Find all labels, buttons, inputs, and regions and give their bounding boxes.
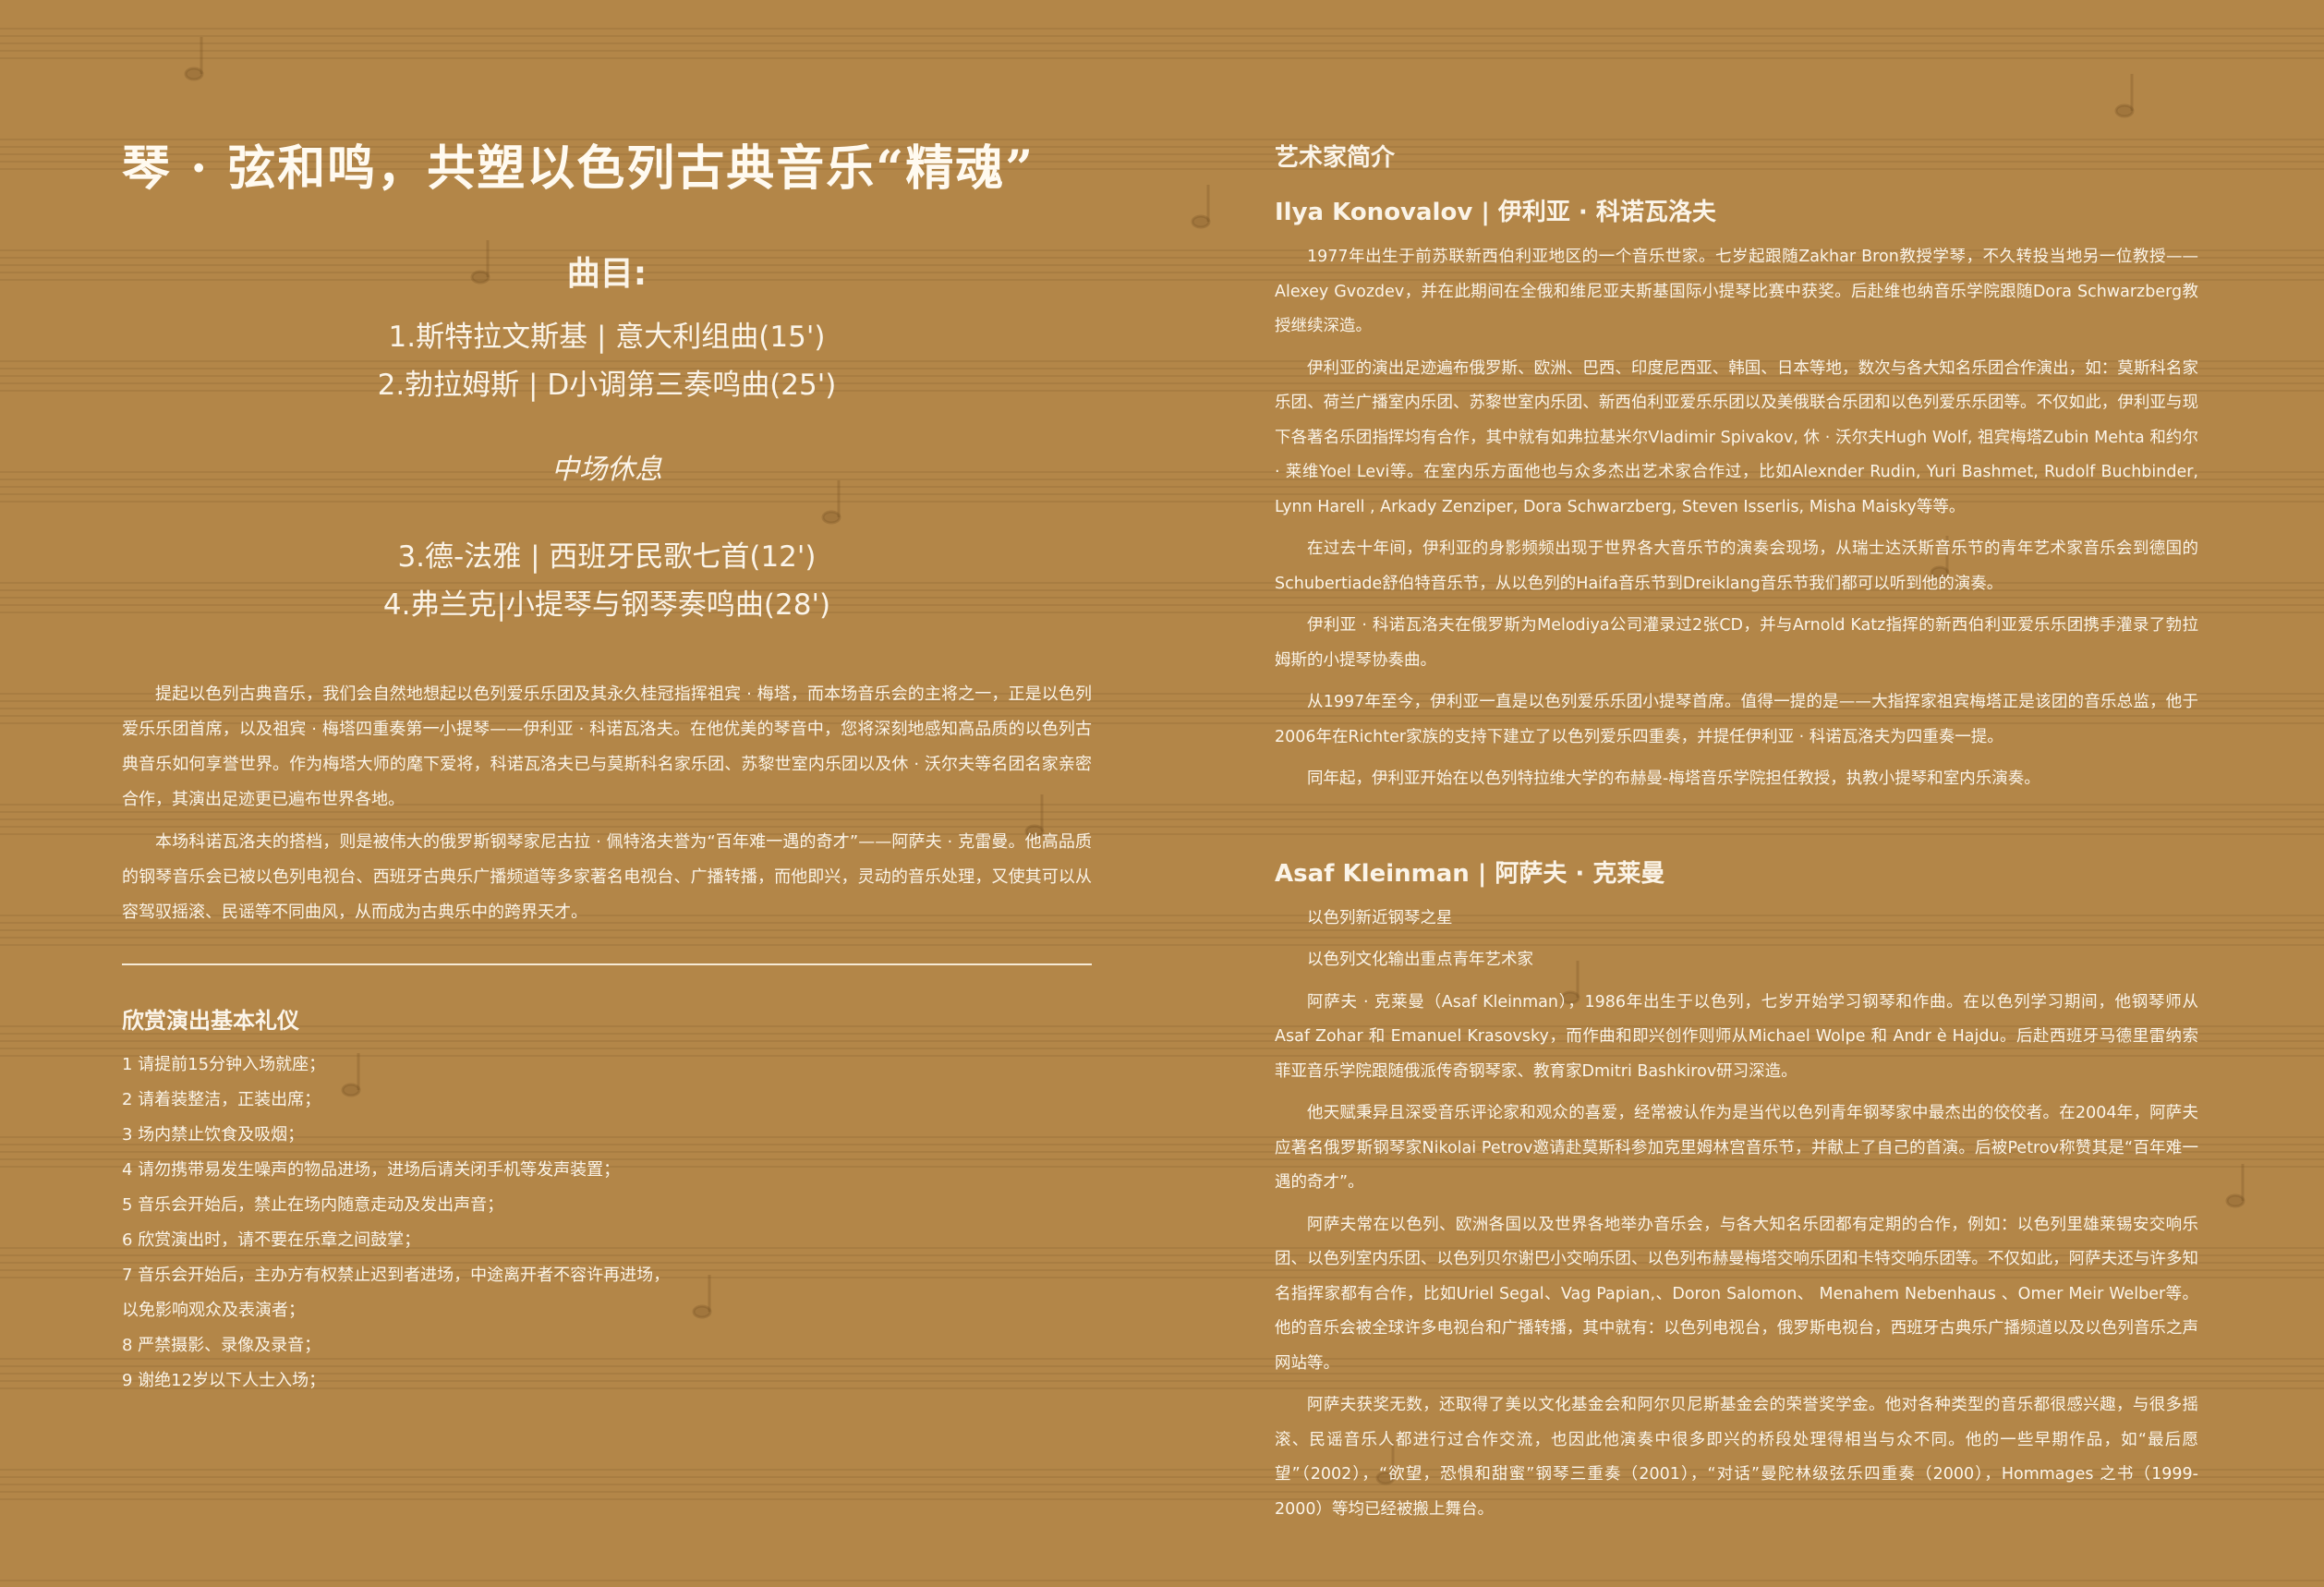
bio-paragraph: 阿萨夫常在以色列、欧洲各国以及世界各地举办音乐会，与各大知名乐团都有定期的合作，… bbox=[1275, 1215, 2198, 1373]
etiquette-item: 3 场内禁止饮食及吸烟； bbox=[122, 1125, 305, 1145]
bio-paragraph: 伊利亚的演出足迹遍布俄罗斯、欧洲、巴西、印度尼西亚、韩国、日本等地，数次与各大知… bbox=[1275, 358, 2198, 516]
program-section: 曲目: 1.斯特拉文斯基 | 意大利组曲(15') 2.勃拉姆斯 | D小调第三… bbox=[122, 247, 1092, 629]
bio-paragraph: 他天赋秉异且深受音乐评论家和观众的喜爱，经常被认作为是当代以色列青年钢琴家中最杰… bbox=[1275, 1104, 2198, 1192]
artist-bio-asaf: Asaf Kleinman | 阿萨夫 · 克莱曼 以色列新近钢琴之星 以色列文… bbox=[1275, 854, 2198, 1528]
etiquette-section: 欣赏演出基本礼仪 1 请提前15分钟入场就座； 2 请着装整洁，正装出席； 3 … bbox=[122, 1002, 1092, 1399]
etiquette-item: 以免影响观众及表演者； bbox=[122, 1301, 305, 1320]
bio-paragraph: 从1997年至今，伊利亚一直是以色列爱乐乐团小提琴首席。值得一提的是——大指挥家… bbox=[1275, 693, 2198, 746]
program-item: 1.斯特拉文斯基 | 意大利组曲(15') bbox=[388, 321, 826, 354]
etiquette-item: 1 请提前15分钟入场就座； bbox=[122, 1055, 326, 1074]
program-heading: 曲目: bbox=[566, 255, 648, 293]
artist-bio-heading: 艺术家简介 bbox=[1275, 144, 1396, 172]
etiquette-item: 9 谢绝12岁以下人士入场； bbox=[122, 1371, 326, 1390]
artist-bio-ilya: Ilya Konovalov | 伊利亚 · 科诺瓦洛夫 1977年出生于前苏联… bbox=[1275, 193, 2198, 797]
bio-paragraph: 阿萨夫 · 克莱曼（Asaf Kleinman），1986年出生于以色列，七岁开… bbox=[1275, 992, 2198, 1081]
bio-paragraph: 阿萨夫获奖无数，还取得了美以文化基金会和阿尔贝尼斯基金会的荣誉奖学金。他对各种类… bbox=[1275, 1396, 2198, 1519]
page-title: 琴 · 弦和鸣，共塑以色列古典音乐“精魂” bbox=[122, 140, 1035, 197]
section-divider bbox=[122, 963, 1092, 965]
intermission-label: 中场休息 bbox=[551, 454, 662, 486]
etiquette-item: 6 欣赏演出时，请不要在乐章之间鼓掌； bbox=[122, 1230, 421, 1250]
program-item: 3.德-法雅 | 西班牙民歌七首(12') bbox=[397, 540, 817, 574]
intro-paragraph: 本场科诺瓦洛夫的搭档，则是被伟大的俄罗斯钢琴家尼古拉 · 佩特洛夫誉为“百年难一… bbox=[122, 832, 1092, 922]
left-page: 琴 · 弦和鸣，共塑以色列古典音乐“精魂” 曲目: 1.斯特拉文斯基 | 意大利… bbox=[122, 129, 1092, 1399]
etiquette-item: 5 音乐会开始后，禁止在场内随意走动及发出声音； bbox=[122, 1195, 504, 1215]
bio-paragraph: 以色列新近钢琴之星 bbox=[1307, 908, 1453, 927]
etiquette-item: 2 请着装整洁，正装出席； bbox=[122, 1090, 321, 1109]
program-item: 2.勃拉姆斯 | D小调第三奏鸣曲(25') bbox=[377, 369, 837, 402]
artist-name: Asaf Kleinman | 阿萨夫 · 克莱曼 bbox=[1275, 859, 1665, 888]
bio-paragraph: 1977年出生于前苏联新西伯利亚地区的一个音乐世家。七岁起跟随Zakhar Br… bbox=[1275, 248, 2198, 335]
bio-paragraph: 伊利亚 · 科诺瓦洛夫在俄罗斯为Melodiya公司灌录过2张CD，并与Arno… bbox=[1275, 616, 2198, 670]
etiquette-title: 欣赏演出基本礼仪 bbox=[122, 1008, 299, 1034]
bio-paragraph: 以色列文化输出重点青年艺术家 bbox=[1307, 951, 1533, 969]
right-page: 艺术家简介 Ilya Konovalov | 伊利亚 · 科诺瓦洛夫 1977年… bbox=[1275, 139, 2198, 1527]
etiquette-item: 7 音乐会开始后，主办方有权禁止迟到者进场，中途离开者不容许再进场， bbox=[122, 1266, 671, 1285]
program-item: 4.弗兰克|小提琴与钢琴奏鸣曲(28') bbox=[382, 588, 831, 622]
artist-name: Ilya Konovalov | 伊利亚 · 科诺瓦洛夫 bbox=[1275, 199, 1716, 226]
bio-paragraph: 在过去十年间，伊利亚的身影频频出现于世界各大音乐节的演奏会现场，从瑞士达沃斯音乐… bbox=[1275, 539, 2198, 593]
intro-paragraph: 提起以色列古典音乐，我们会自然地想起以色列爱乐乐团及其永久桂冠指挥祖宾 · 梅塔… bbox=[122, 684, 1092, 809]
etiquette-item: 4 请勿携带易发生噪声的物品进场，进场后请关闭手机等发声装置； bbox=[122, 1160, 621, 1180]
intro-text: 提起以色列古典音乐，我们会自然地想起以色列爱乐乐团及其永久桂冠指挥祖宾 · 梅塔… bbox=[122, 677, 1092, 930]
etiquette-item: 8 严禁摄影、录像及录音； bbox=[122, 1336, 321, 1355]
bio-paragraph: 同年起，伊利亚开始在以色列特拉维大学的布赫曼-梅塔音乐学院担任教授，执教小提琴和… bbox=[1307, 769, 2040, 788]
